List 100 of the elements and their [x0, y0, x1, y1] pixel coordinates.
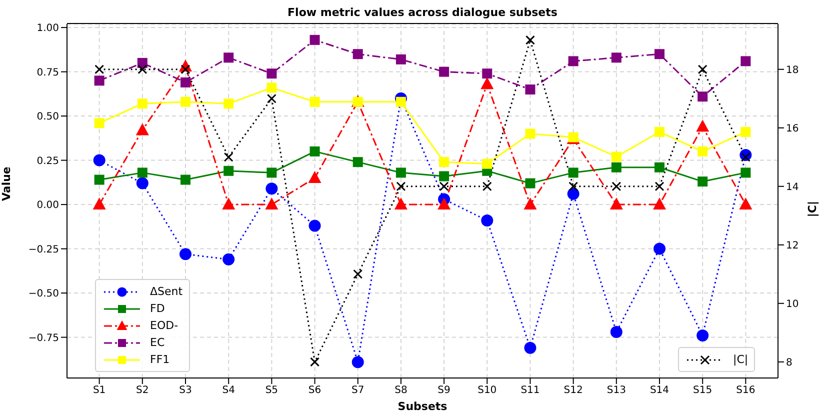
point [94, 76, 104, 86]
point [310, 96, 320, 107]
point [439, 182, 449, 192]
point [654, 182, 664, 192]
point [568, 168, 578, 178]
point [396, 168, 406, 178]
point [266, 94, 276, 104]
point [654, 49, 664, 60]
point [611, 152, 622, 162]
x-tick-label: S15 [693, 385, 712, 396]
x-tick-label: S7 [352, 385, 364, 396]
point [353, 269, 363, 279]
point [180, 248, 192, 260]
point [525, 35, 535, 45]
point [524, 342, 536, 354]
point [310, 357, 320, 367]
point [180, 64, 190, 74]
x-tick-label: S13 [606, 385, 626, 396]
y-tick-label: 0.75 [36, 67, 59, 78]
point [654, 162, 664, 172]
x-tick-label: S14 [650, 385, 670, 396]
point [396, 54, 406, 64]
y2-axis-title: |C| [806, 201, 819, 218]
x-axis-title: Subsets [398, 400, 448, 413]
point [224, 166, 234, 176]
y2-tick-label: 12 [786, 240, 799, 252]
x-tick-label: S6 [308, 385, 322, 396]
point [352, 356, 364, 368]
point [438, 198, 451, 210]
y-tick-label: 0.25 [36, 156, 59, 167]
point [94, 118, 104, 128]
point [696, 120, 710, 132]
point [696, 330, 709, 342]
x-tick-label: S5 [265, 385, 278, 396]
point [525, 178, 536, 188]
point [439, 157, 450, 168]
point [481, 214, 494, 226]
y-tick-label: 1.00 [36, 23, 59, 34]
point [698, 146, 708, 156]
point [137, 168, 148, 178]
point [310, 146, 320, 156]
point [524, 198, 537, 210]
point [308, 170, 322, 183]
point [653, 198, 666, 210]
point [611, 162, 622, 172]
point [92, 198, 106, 210]
legend-label: EOD- [150, 319, 178, 332]
point [136, 177, 148, 190]
point [224, 152, 234, 162]
point [138, 64, 148, 74]
legend-label: FF1 [150, 353, 170, 366]
point [94, 174, 104, 185]
point [568, 56, 578, 66]
point [739, 198, 752, 210]
y2-tick-label: 8 [786, 357, 792, 368]
y2-tick-label: 14 [786, 182, 799, 193]
point [93, 154, 106, 166]
point [698, 64, 708, 74]
point [396, 96, 406, 107]
point [525, 84, 536, 94]
point [394, 198, 408, 210]
y-tick-label: −0.25 [28, 244, 59, 256]
y-tick-label: −0.75 [28, 332, 59, 344]
point [698, 176, 708, 187]
point [396, 182, 406, 192]
y-tick-label: −0.50 [28, 288, 59, 300]
chart-title: Flow metric values across dialogue subsets [286, 6, 558, 19]
point [740, 152, 750, 162]
point [352, 49, 363, 60]
x-tick-label: S3 [179, 385, 192, 396]
point [266, 68, 277, 79]
point [224, 98, 234, 109]
point [266, 82, 277, 93]
point [180, 174, 190, 185]
legend-label: ΔSent [150, 285, 183, 298]
point [740, 126, 751, 137]
point [740, 56, 751, 66]
point [180, 77, 190, 88]
legend-label: |C| [733, 353, 748, 366]
x-tick-label: S9 [438, 385, 450, 396]
y2-tick-label: 18 [786, 64, 799, 76]
point [352, 157, 363, 168]
legend-label: FD [150, 302, 165, 315]
point [308, 220, 321, 232]
y-tick-label: 0.00 [36, 200, 59, 212]
x-tick-label: S16 [736, 385, 756, 396]
point [654, 126, 664, 137]
point [698, 92, 708, 102]
point [610, 198, 623, 210]
x-tick-label: S11 [520, 385, 540, 396]
legend-label: EC [150, 336, 165, 349]
point [568, 182, 578, 192]
y2-tick-label: 10 [786, 298, 799, 310]
point [224, 52, 234, 63]
point [525, 128, 536, 139]
point [740, 168, 751, 178]
point [266, 182, 278, 195]
point [266, 168, 277, 178]
point [612, 182, 622, 192]
point [439, 66, 450, 77]
